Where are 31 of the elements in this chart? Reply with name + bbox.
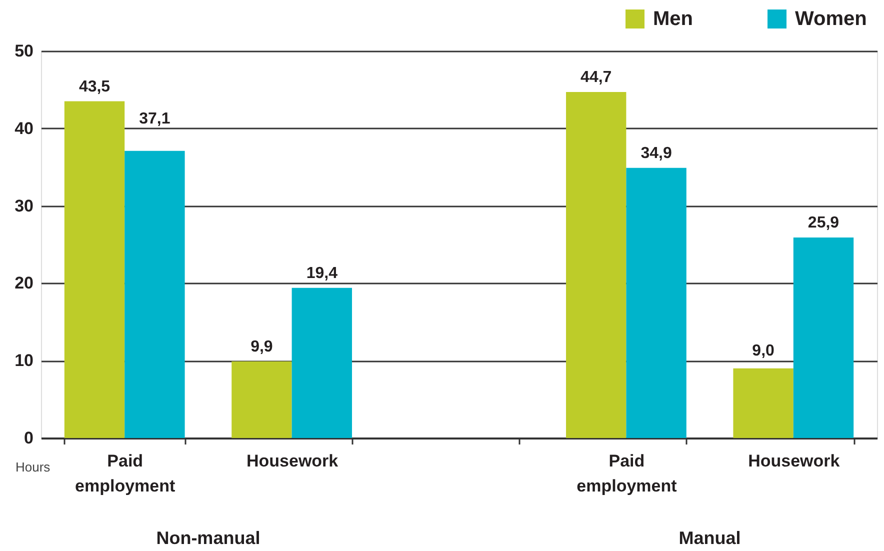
bar xyxy=(626,168,686,438)
x-tick-label: Paid employment xyxy=(576,452,678,496)
y-tick-label: 10 xyxy=(14,351,34,370)
bar xyxy=(64,101,125,438)
bar xyxy=(733,368,794,438)
bar xyxy=(124,150,185,438)
x-tick-label: Housework xyxy=(246,452,339,470)
legend-label: Men xyxy=(653,8,693,30)
y-tick-label: 50 xyxy=(14,42,34,60)
x-tick-label: Paid employment xyxy=(75,452,176,496)
data-label: 19,4 xyxy=(306,264,338,282)
bar xyxy=(292,288,352,438)
text: Manual xyxy=(678,528,741,548)
data-label: 25,9 xyxy=(808,214,840,232)
legend-label: Women xyxy=(795,8,867,30)
x-tick-label: Housework xyxy=(748,452,840,470)
y-tick-label: 0 xyxy=(24,428,34,448)
bar xyxy=(793,238,854,438)
data-label: 9,0 xyxy=(752,342,775,360)
y-axis-title: Hours xyxy=(16,460,51,474)
bar xyxy=(232,361,292,438)
data-label: 44,7 xyxy=(580,69,612,86)
data-label: 43,5 xyxy=(78,78,110,96)
y-tick-label: 30 xyxy=(14,196,34,216)
y-tick-label: 20 xyxy=(14,274,34,293)
text: Non-manual xyxy=(156,528,260,548)
data-label: 37,1 xyxy=(139,110,170,128)
y-tick-label: 40 xyxy=(14,118,34,138)
bar xyxy=(566,92,626,438)
data-label: 34,9 xyxy=(640,144,672,162)
data-label: 9,9 xyxy=(250,338,273,356)
